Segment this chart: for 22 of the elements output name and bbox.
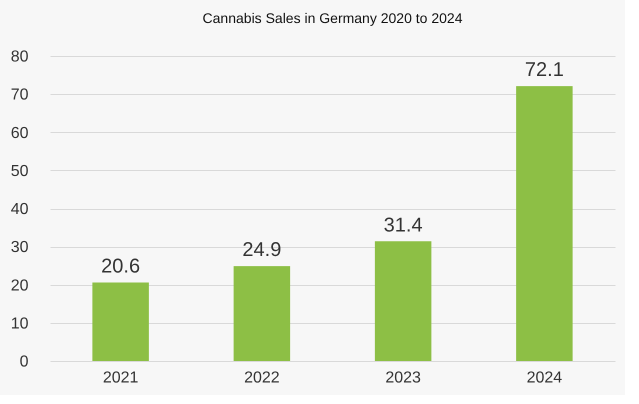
bar	[234, 266, 290, 361]
y-tick-label: 70	[10, 86, 29, 104]
y-tick-label: 10	[10, 315, 29, 332]
bar	[374, 241, 432, 361]
data-label: 31.4	[384, 214, 423, 236]
y-tick-label: 20	[10, 277, 29, 294]
y-tick-label: 40	[10, 201, 29, 218]
y-tick-label: 30	[10, 239, 29, 256]
y-tick-label: 50	[10, 162, 29, 180]
data-label: 24.9	[242, 239, 282, 262]
y-tick-label: 0	[20, 354, 29, 370]
data-label: 20.6	[101, 255, 140, 278]
bar	[92, 282, 149, 361]
chart-title: Cannabis Sales in Germany 2020 to 2024	[202, 10, 463, 26]
x-tick-label: 2022	[244, 370, 280, 386]
y-tick-label: 80	[10, 48, 29, 66]
x-tick-label: 2021	[102, 370, 139, 386]
y-tick-label: 60	[10, 124, 29, 142]
x-tick-label: 2024	[526, 370, 562, 386]
bar	[516, 86, 573, 361]
x-tick-label: 2023	[385, 370, 422, 386]
data-label: 72.1	[524, 59, 564, 82]
